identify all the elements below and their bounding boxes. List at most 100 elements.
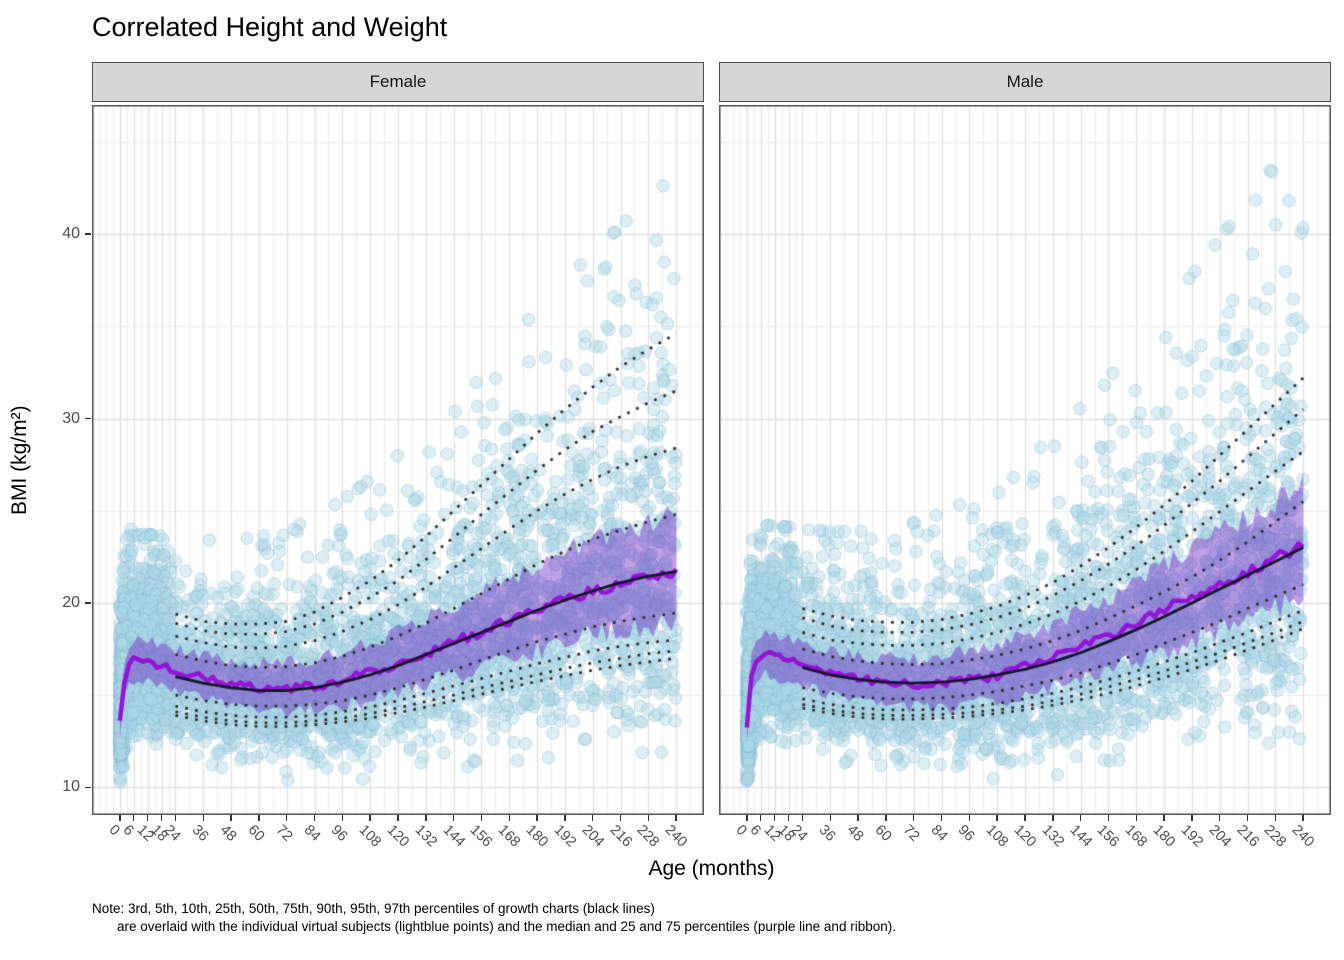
x-tick-label: 168 bbox=[494, 822, 524, 851]
x-tick-mark bbox=[425, 815, 427, 821]
x-tick-mark bbox=[787, 815, 790, 821]
x-tick-mark bbox=[397, 815, 399, 821]
x-tick-mark bbox=[619, 815, 622, 821]
x-tick-mark bbox=[940, 815, 943, 821]
x-tick-label: 204 bbox=[1205, 822, 1234, 851]
x-tick-mark bbox=[258, 815, 260, 821]
x-tick-label: 144 bbox=[1066, 822, 1095, 851]
x-tick-mark bbox=[132, 815, 135, 821]
x-tick-mark bbox=[1079, 815, 1082, 821]
x-tick-mark bbox=[1107, 815, 1110, 821]
x-tick-mark bbox=[591, 815, 594, 821]
x-tick-mark bbox=[536, 815, 538, 821]
x-tick-label: 96 bbox=[955, 822, 978, 845]
x-tick-mark bbox=[857, 815, 859, 821]
x-tick-mark bbox=[1274, 815, 1277, 821]
x-tick-mark bbox=[1246, 815, 1249, 821]
x-tick-label: 156 bbox=[1094, 822, 1123, 851]
x-tick-mark bbox=[480, 815, 483, 821]
x-tick-label: 192 bbox=[1177, 822, 1207, 851]
x-tick-label: 72 bbox=[899, 822, 923, 845]
chart-title: Correlated Height and Weight bbox=[92, 12, 448, 42]
x-tick-label: 24 bbox=[788, 822, 811, 845]
x-tick-mark bbox=[801, 815, 804, 821]
x-tick-mark bbox=[746, 815, 748, 821]
x-tick-mark bbox=[675, 815, 677, 821]
x-tick-label: 120 bbox=[1010, 822, 1040, 851]
y-tick-label: 20 bbox=[62, 593, 80, 611]
x-tick-label: 168 bbox=[1121, 822, 1151, 851]
x-tick-mark bbox=[1052, 815, 1054, 821]
x-tick-label: 180 bbox=[1149, 822, 1179, 851]
x-tick-mark bbox=[647, 815, 650, 821]
y-tick-mark bbox=[85, 602, 91, 604]
x-tick-mark bbox=[759, 815, 762, 821]
caption-note: Note: 3rd, 5th, 10th, 25th, 50th, 75th, … bbox=[92, 900, 896, 936]
x-tick-label: 72 bbox=[272, 822, 296, 845]
facet-strip-female-label: Female bbox=[369, 72, 427, 91]
x-tick-label: 6 bbox=[119, 822, 137, 840]
x-tick-label: 108 bbox=[982, 822, 1012, 851]
x-tick-mark bbox=[285, 815, 288, 821]
x-tick-label: 6 bbox=[746, 822, 764, 840]
x-tick-label: 48 bbox=[843, 822, 867, 845]
x-tick-label: 228 bbox=[1261, 822, 1290, 851]
x-tick-label: 144 bbox=[439, 822, 468, 851]
x-tick-mark bbox=[119, 815, 121, 821]
y-tick-label: 40 bbox=[62, 225, 80, 243]
facet-strip-female: Female bbox=[92, 62, 704, 102]
x-tick-label: 24 bbox=[161, 822, 184, 845]
x-tick-label: 36 bbox=[815, 822, 839, 845]
x-tick-mark bbox=[160, 815, 163, 821]
x-tick-label: 36 bbox=[188, 822, 212, 845]
x-tick-label: 132 bbox=[411, 822, 440, 851]
x-tick-mark bbox=[174, 815, 177, 821]
x-tick-label: 0 bbox=[105, 822, 123, 840]
x-tick-label: 48 bbox=[216, 822, 240, 845]
x-tick-mark bbox=[1135, 815, 1138, 821]
y-tick-label: 30 bbox=[62, 409, 80, 427]
x-tick-label: 132 bbox=[1038, 822, 1067, 851]
facet-strip-male: Male bbox=[719, 62, 1331, 102]
x-tick-mark bbox=[202, 815, 205, 821]
x-tick-mark bbox=[1218, 815, 1221, 821]
y-tick-mark bbox=[85, 233, 91, 235]
x-tick-label: 96 bbox=[328, 822, 351, 845]
x-tick-label: 120 bbox=[383, 822, 413, 851]
x-tick-label: 228 bbox=[634, 822, 663, 851]
x-tick-mark bbox=[1302, 815, 1304, 821]
x-tick-mark bbox=[369, 815, 371, 821]
y-tick-mark bbox=[85, 786, 91, 789]
x-tick-mark bbox=[452, 815, 455, 821]
x-tick-mark bbox=[1024, 815, 1026, 821]
y-tick-mark bbox=[85, 417, 91, 420]
x-tick-label: 180 bbox=[522, 822, 552, 851]
x-tick-label: 204 bbox=[578, 822, 607, 851]
x-tick-mark bbox=[829, 815, 832, 821]
x-tick-label: 216 bbox=[1233, 822, 1262, 851]
facet-strip-male-label: Male bbox=[1006, 72, 1044, 91]
x-tick-mark bbox=[1163, 815, 1165, 821]
x-tick-mark bbox=[968, 815, 971, 821]
x-tick-label: 84 bbox=[927, 822, 950, 845]
caption-line-2: are overlaid with the individual virtual… bbox=[117, 919, 896, 934]
caption-line-1: Note: 3rd, 5th, 10th, 25th, 50th, 75th, … bbox=[92, 901, 655, 916]
y-axis-title: BMI (kg/m²) bbox=[8, 405, 31, 515]
x-tick-label: 240 bbox=[1288, 822, 1318, 851]
x-tick-mark bbox=[341, 815, 344, 821]
x-tick-mark bbox=[146, 815, 149, 821]
x-tick-label: 60 bbox=[244, 822, 268, 845]
x-tick-label: 60 bbox=[871, 822, 895, 845]
x-tick-mark bbox=[313, 815, 316, 821]
x-tick-mark bbox=[564, 815, 566, 821]
panel-male-plot bbox=[719, 105, 1331, 815]
x-tick-label: 156 bbox=[467, 822, 496, 851]
x-tick-mark bbox=[912, 815, 915, 821]
x-tick-label: 240 bbox=[661, 822, 691, 851]
panel-female-plot bbox=[92, 105, 704, 815]
x-tick-label: 192 bbox=[550, 822, 580, 851]
x-tick-mark bbox=[996, 815, 998, 821]
x-axis-title: Age (months) bbox=[648, 857, 775, 880]
x-tick-label: 0 bbox=[732, 822, 750, 840]
